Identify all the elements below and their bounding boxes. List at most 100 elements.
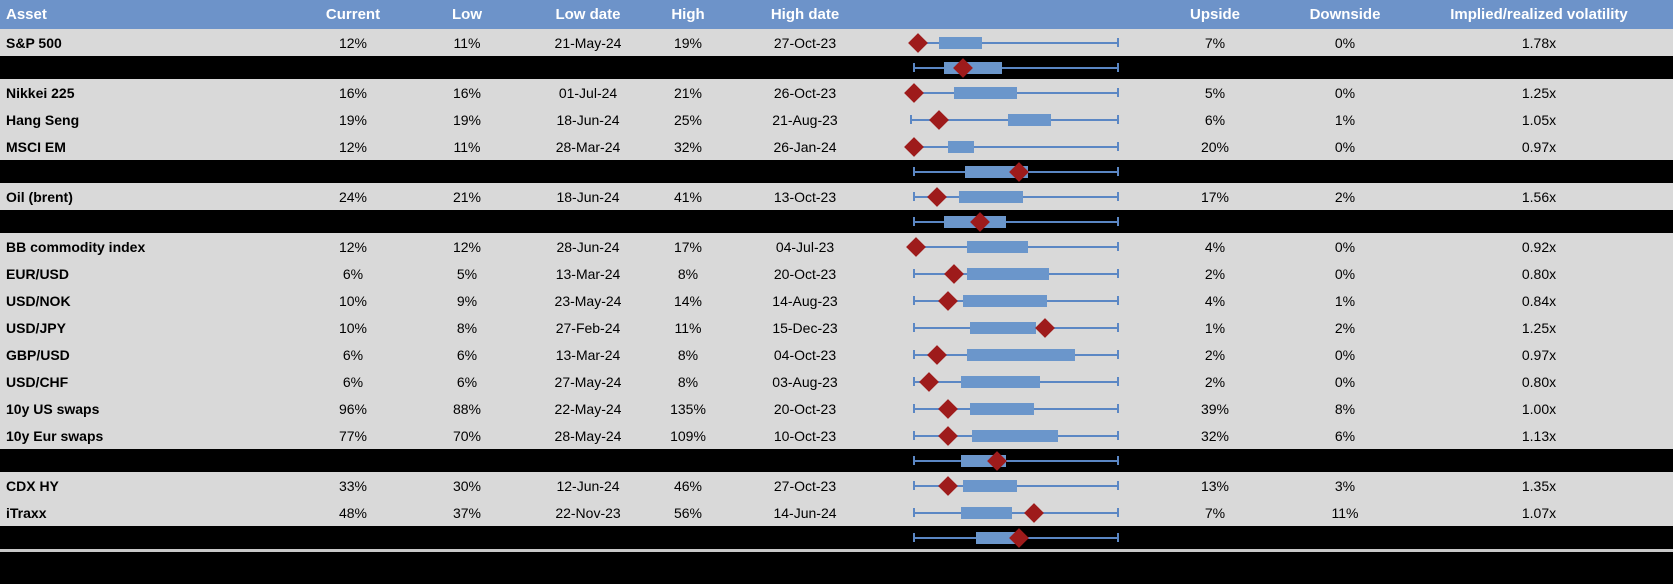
low-cell: 6% (456, 346, 478, 363)
boxplot (905, 499, 1120, 526)
boxplot (903, 133, 1120, 160)
asset-name-cell: MSCI EM (6, 138, 66, 155)
whisker-cap-right (1116, 431, 1119, 440)
current-marker-diamond (927, 186, 948, 207)
boxplot (905, 341, 1120, 368)
iqr-box (969, 402, 1034, 415)
whisker-line (917, 41, 1118, 44)
upside-cell: 13% (1200, 477, 1230, 494)
column-header-low: Low (452, 6, 482, 23)
separator-rule (0, 549, 1673, 552)
iqr-box (939, 36, 983, 49)
implied-realized-cell: 1.56x (1521, 188, 1557, 205)
column-header-asset: Asset (6, 6, 47, 23)
table-row: EUR/USD 6% 5% 13-Mar-24 8% 20-Oct-23 2% 0% 0.80x (0, 260, 1673, 287)
asset-name-cell: iTraxx (6, 504, 47, 521)
table-row: 10y US swaps 96% 88% 22-May-24 135% 20-Oct-23… (0, 395, 1673, 422)
current-cell: 6% (342, 346, 364, 363)
current-marker-diamond (944, 263, 965, 284)
iqr-box (1008, 113, 1052, 126)
whisker-cap-right (1116, 88, 1119, 97)
whisker-cap-right (1116, 377, 1119, 386)
high-cell: 8% (677, 346, 699, 363)
table-row: Hang Seng 19% 19% 18-Jun-24 25% 21-Aug-23 6% 1%… (0, 106, 1673, 133)
whisker-cap-right (1116, 167, 1119, 176)
boxplot-cell (882, 314, 1145, 341)
low-date-cell: 28-Mar-24 (555, 138, 621, 155)
iqr-box (967, 240, 1028, 253)
whisker-cap-left (912, 269, 915, 278)
upside-cell: 32% (1200, 427, 1230, 444)
high-date-cell: 03-Aug-23 (772, 373, 838, 390)
boxplot (905, 160, 1120, 183)
whisker-cap-right (1116, 508, 1119, 517)
downside-cell: 0% (1334, 265, 1356, 282)
separator-band (0, 210, 1673, 233)
implied-realized-cell: 1.05x (1521, 111, 1557, 128)
column-header-upside: Upside (1189, 6, 1240, 23)
current-cell: 12% (338, 238, 368, 255)
downside-cell: 8% (1334, 400, 1356, 417)
whisker-cap-left (912, 350, 915, 359)
asset-name-cell: USD/JPY (6, 319, 66, 336)
implied-realized-cell: 1.07x (1521, 504, 1557, 521)
column-header-current: Current (325, 6, 381, 23)
boxplot (905, 449, 1120, 472)
footer-band (0, 552, 1673, 584)
high-date-cell: 27-Oct-23 (773, 477, 837, 494)
boxplot-cell (882, 422, 1145, 449)
current-marker-diamond (938, 290, 958, 311)
boxplot-cell (882, 29, 1145, 56)
boxplot (905, 368, 1120, 395)
upside-cell: 39% (1200, 400, 1230, 417)
upside-cell: 20% (1200, 138, 1230, 155)
boxplot (905, 106, 1120, 133)
asset-name-cell: USD/NOK (6, 292, 71, 309)
whisker-cap-right (1116, 456, 1119, 465)
downside-cell: 11% (1331, 504, 1359, 521)
high-date-cell: 20-Oct-23 (773, 400, 837, 417)
implied-realized-cell: 1.78x (1521, 34, 1557, 51)
current-cell: 10% (338, 292, 368, 309)
whisker-line (913, 220, 1118, 223)
whisker-cap-right (1116, 481, 1119, 490)
iqr-box (958, 190, 1024, 203)
whisker-line (913, 459, 1118, 462)
table-row: USD/CHF 6% 6% 27-May-24 8% 03-Aug-23 2% 0% 0.80x (0, 368, 1673, 395)
upside-cell: 17% (1200, 188, 1230, 205)
high-cell: 21% (673, 84, 703, 101)
high-cell: 8% (677, 373, 699, 390)
high-date-cell: 04-Oct-23 (773, 346, 837, 363)
boxplot (905, 526, 1120, 549)
implied-realized-cell: 1.25x (1521, 84, 1557, 101)
high-cell: 8% (677, 265, 699, 282)
separator-band (0, 56, 1673, 79)
current-marker-diamond (929, 109, 950, 130)
low-date-cell: 27-Feb-24 (555, 319, 621, 336)
iqr-box (967, 267, 1050, 280)
boxplot-cell (882, 287, 1145, 314)
current-marker-diamond (903, 136, 924, 157)
high-cell: 46% (673, 477, 703, 494)
downside-cell: 3% (1334, 477, 1356, 494)
whisker-cap-left (912, 456, 915, 465)
whisker-cap-left (912, 533, 915, 542)
low-date-cell: 28-May-24 (554, 427, 622, 444)
implied-realized-cell: 0.97x (1521, 346, 1557, 363)
table-body: S&P 500 12% 11% 21-May-24 19% 27-Oct-23 7% 0% 1.… (0, 29, 1673, 584)
downside-cell: 0% (1334, 34, 1356, 51)
upside-cell: 6% (1204, 111, 1226, 128)
iqr-box (963, 479, 1017, 492)
high-date-cell: 26-Oct-23 (773, 84, 837, 101)
downside-cell: 0% (1334, 373, 1356, 390)
boxplot-cell (882, 472, 1145, 499)
current-cell: 96% (338, 400, 368, 417)
current-marker-diamond (903, 82, 924, 103)
low-date-cell: 12-Jun-24 (556, 477, 620, 494)
whisker-cap-right (1116, 63, 1119, 72)
boxplot-cell (882, 341, 1145, 368)
iqr-box (960, 375, 1041, 388)
column-header-high: High (671, 6, 705, 23)
iqr-box (954, 86, 1017, 99)
